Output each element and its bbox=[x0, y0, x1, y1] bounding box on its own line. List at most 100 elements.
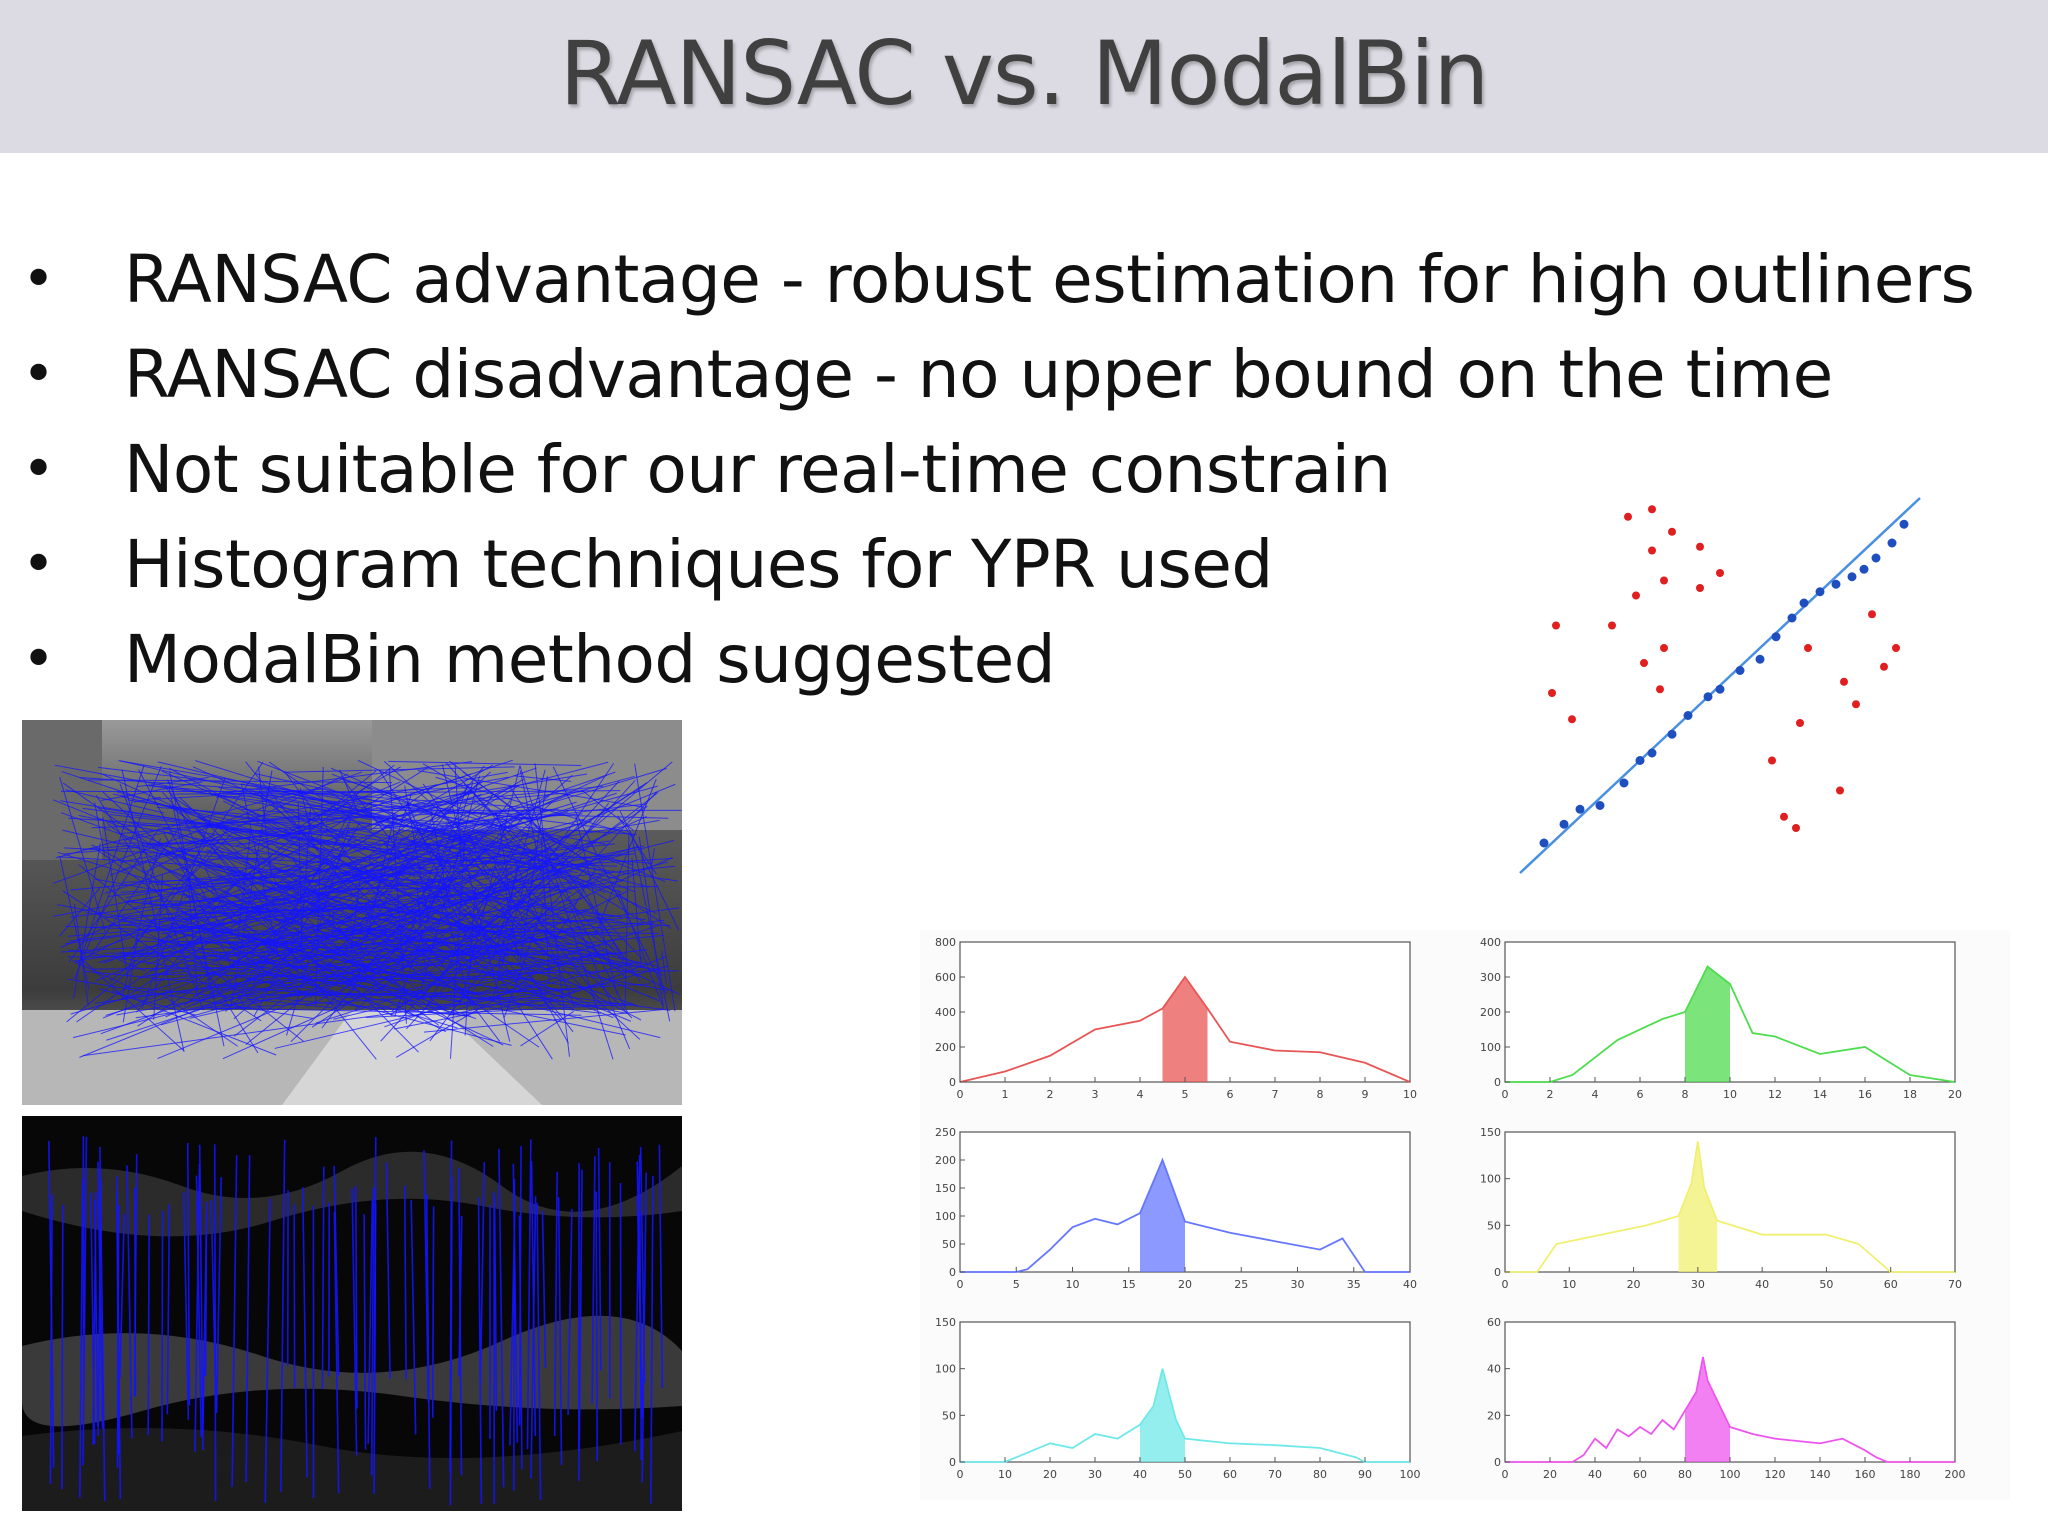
match-line bbox=[171, 924, 573, 987]
match-line bbox=[194, 1163, 201, 1452]
match-line bbox=[631, 839, 671, 1022]
match-line bbox=[95, 878, 586, 968]
x-tick-label: 9 bbox=[1362, 1088, 1369, 1101]
match-line bbox=[448, 992, 549, 1016]
match-line bbox=[104, 863, 194, 894]
match-line bbox=[177, 940, 569, 957]
match-line bbox=[314, 931, 613, 967]
match-line bbox=[650, 1175, 654, 1504]
match-line bbox=[90, 892, 477, 929]
match-line bbox=[393, 1000, 534, 1030]
match-line bbox=[163, 833, 234, 970]
match-line bbox=[219, 888, 450, 1013]
match-line bbox=[70, 868, 301, 891]
bullet-text: ModalBin method suggested bbox=[124, 621, 1056, 698]
y-tick-label: 0 bbox=[949, 1266, 956, 1279]
outlier-point bbox=[1632, 591, 1640, 600]
match-line bbox=[120, 760, 606, 845]
match-line bbox=[61, 1204, 64, 1490]
match-line bbox=[527, 859, 537, 867]
y-tick-label: 200 bbox=[935, 1154, 956, 1167]
match-line bbox=[184, 828, 237, 884]
match-line bbox=[321, 1166, 325, 1390]
x-tick-label: 160 bbox=[1855, 1468, 1876, 1481]
match-line bbox=[538, 956, 666, 1007]
match-line bbox=[227, 855, 631, 1022]
inlier-point bbox=[1755, 654, 1765, 664]
match-line bbox=[98, 891, 334, 964]
match-line bbox=[164, 785, 302, 965]
match-line bbox=[58, 887, 101, 937]
inlier-matches-image bbox=[22, 1116, 682, 1511]
match-line bbox=[182, 1192, 190, 1420]
histogram-panel: 0 5 10 15 20 25 30 35 40 0 50 100 150 200 250 bbox=[935, 1126, 1417, 1291]
ransac-scatter-figure bbox=[1510, 488, 1930, 883]
match-line bbox=[82, 1136, 88, 1466]
inlier-point bbox=[1847, 572, 1857, 582]
match-line bbox=[540, 837, 550, 984]
x-tick-label: 0 bbox=[1502, 1468, 1509, 1481]
y-tick-label: 600 bbox=[935, 971, 956, 984]
match-line bbox=[631, 857, 642, 966]
match-line bbox=[493, 769, 546, 959]
inlier-point bbox=[1539, 838, 1549, 848]
match-line bbox=[497, 832, 644, 923]
match-line bbox=[68, 978, 313, 1019]
match-line bbox=[333, 1211, 340, 1494]
match-line bbox=[429, 802, 610, 1042]
match-line bbox=[231, 1155, 238, 1487]
match-line bbox=[595, 1191, 599, 1462]
x-tick-label: 70 bbox=[1268, 1468, 1282, 1481]
match-line bbox=[639, 1146, 646, 1383]
x-tick-label: 16 bbox=[1858, 1088, 1872, 1101]
match-line bbox=[348, 827, 506, 859]
x-tick-label: 200 bbox=[1945, 1468, 1966, 1481]
match-line bbox=[196, 904, 339, 913]
match-line bbox=[95, 848, 285, 985]
match-line bbox=[210, 1200, 217, 1399]
match-line bbox=[367, 858, 376, 868]
histogram-panel: 0 10 20 30 40 50 60 70 0 50 100 150 bbox=[1480, 1126, 1962, 1291]
match-line bbox=[395, 981, 525, 1058]
match-line bbox=[184, 775, 635, 899]
match-line bbox=[301, 1187, 308, 1478]
match-line bbox=[385, 1162, 391, 1379]
match-line bbox=[390, 784, 644, 955]
x-tick-label: 5 bbox=[1013, 1278, 1020, 1291]
match-line bbox=[313, 767, 667, 874]
outlier-point bbox=[1892, 644, 1900, 652]
match-line bbox=[363, 1214, 367, 1450]
match-line bbox=[119, 783, 204, 1011]
match-line bbox=[633, 1154, 641, 1452]
histogram-curve bbox=[960, 1157, 1410, 1273]
match-line bbox=[430, 879, 563, 1021]
match-line bbox=[199, 817, 352, 828]
match-line bbox=[176, 958, 461, 1003]
match-line bbox=[111, 989, 277, 1056]
match-line bbox=[557, 1197, 563, 1465]
feature-matches-image bbox=[22, 720, 682, 1105]
x-tick-label: 40 bbox=[1755, 1278, 1769, 1291]
match-line bbox=[217, 786, 384, 820]
match-line bbox=[161, 791, 329, 977]
y-tick-label: 20 bbox=[1487, 1409, 1501, 1422]
inlier-point bbox=[1899, 519, 1909, 529]
match-line bbox=[214, 826, 450, 862]
modal-bin-highlight bbox=[1678, 1141, 1718, 1272]
match-line bbox=[226, 791, 567, 857]
match-line bbox=[530, 1161, 537, 1437]
match-line bbox=[161, 1210, 164, 1442]
bullet-dot-icon: • bbox=[22, 247, 56, 312]
match-line bbox=[127, 943, 616, 998]
outlier-point bbox=[1568, 715, 1576, 724]
inlier-point bbox=[1887, 538, 1897, 548]
match-line bbox=[82, 983, 610, 1057]
match-lines bbox=[52, 759, 682, 1060]
x-tick-label: 8 bbox=[1682, 1088, 1689, 1101]
match-line bbox=[354, 1185, 358, 1409]
inlier-point bbox=[1647, 748, 1657, 758]
histogram-panel: 0 20 40 60 80 100 120 140 160 180 200 0 20 40 60 bbox=[1487, 1316, 1966, 1481]
x-tick-label: 30 bbox=[1691, 1278, 1705, 1291]
outlier-point bbox=[1660, 576, 1668, 585]
